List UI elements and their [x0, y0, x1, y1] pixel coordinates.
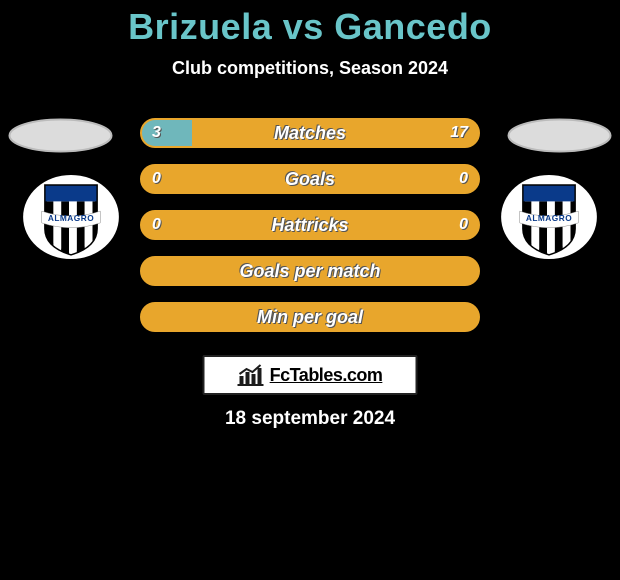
stat-bar-value-right: 0 — [459, 212, 468, 238]
stat-bar-label: Hattricks — [142, 212, 478, 238]
stat-bar: Matches317 — [140, 118, 480, 148]
stat-bar-label: Min per goal — [142, 304, 478, 330]
stat-bar-fill-left — [142, 120, 192, 146]
flag-right-icon — [507, 118, 612, 153]
stat-bar: Min per goal — [140, 302, 480, 332]
stat-bar-value-left: 0 — [152, 166, 161, 192]
svg-text:ALMAGRO: ALMAGRO — [526, 213, 572, 223]
stat-bar-value-right: 17 — [450, 120, 468, 146]
club-badge-left-icon: ALMAGRO — [22, 174, 120, 260]
stat-bar-label: Matches — [142, 120, 478, 146]
stat-bars: Matches317Goals00Hattricks00Goals per ma… — [140, 118, 480, 348]
stat-bar-label: Goals — [142, 166, 478, 192]
comparison-stage: ALMAGRO ALMAGRO Matches317Goals00Hattric… — [0, 100, 620, 360]
stat-bar-value-left: 0 — [152, 212, 161, 238]
stat-bar: Goals0 0 — [140, 164, 480, 194]
stat-bar: Goals per match — [140, 256, 480, 286]
stat-bar-label: Goals per match — [142, 258, 478, 284]
stat-bar: Hattricks0 0 — [140, 210, 480, 240]
site-name: FcTables.com — [270, 365, 383, 386]
svg-text:ALMAGRO: ALMAGRO — [48, 213, 94, 223]
club-badge-right-icon: ALMAGRO — [500, 174, 598, 260]
subtitle: Club competitions, Season 2024 — [0, 58, 620, 79]
date-label: 18 september 2024 — [0, 408, 620, 430]
bar-chart-icon — [238, 364, 264, 386]
page-title: Brizuela vs Gancedo — [0, 0, 620, 48]
site-link[interactable]: FcTables.com — [203, 355, 418, 395]
flag-left-icon — [8, 118, 113, 153]
stat-bar-value-right: 0 — [459, 166, 468, 192]
